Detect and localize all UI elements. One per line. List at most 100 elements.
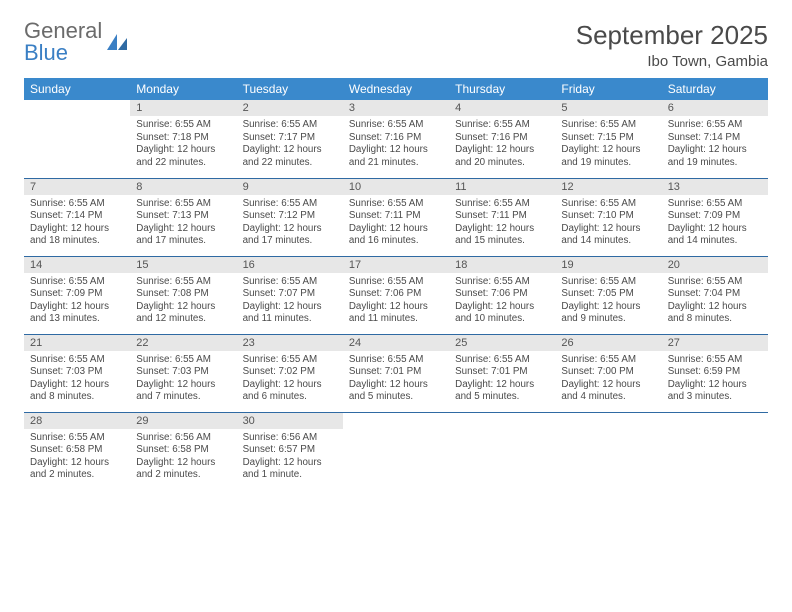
daylight-text: Daylight: 12 hours and 16 minutes. bbox=[349, 223, 443, 248]
day-body: Sunrise: 6:55 AMSunset: 7:15 PMDaylight:… bbox=[555, 116, 661, 174]
day-cell: 16Sunrise: 6:55 AMSunset: 7:07 PMDayligh… bbox=[237, 256, 343, 334]
logo: General Blue bbox=[24, 20, 128, 64]
day-number: 1 bbox=[130, 100, 236, 116]
day-body: Sunrise: 6:55 AMSunset: 7:01 PMDaylight:… bbox=[343, 351, 449, 409]
daylight-text: Daylight: 12 hours and 17 minutes. bbox=[243, 223, 337, 248]
day-cell bbox=[662, 412, 768, 490]
daylight-text: Daylight: 12 hours and 18 minutes. bbox=[30, 223, 124, 248]
daylight-text: Daylight: 12 hours and 5 minutes. bbox=[455, 379, 549, 404]
logo-line2: Blue bbox=[24, 40, 68, 65]
day-cell: 23Sunrise: 6:55 AMSunset: 7:02 PMDayligh… bbox=[237, 334, 343, 412]
daylight-text: Daylight: 12 hours and 3 minutes. bbox=[668, 379, 762, 404]
day-cell: 17Sunrise: 6:55 AMSunset: 7:06 PMDayligh… bbox=[343, 256, 449, 334]
sunrise-text: Sunrise: 6:55 AM bbox=[243, 276, 337, 289]
week-row: 14Sunrise: 6:55 AMSunset: 7:09 PMDayligh… bbox=[24, 256, 768, 334]
sunset-text: Sunset: 7:11 PM bbox=[349, 210, 443, 223]
day-cell: 3Sunrise: 6:55 AMSunset: 7:16 PMDaylight… bbox=[343, 100, 449, 178]
day-body bbox=[24, 104, 130, 152]
sunset-text: Sunset: 7:15 PM bbox=[561, 132, 655, 145]
daylight-text: Daylight: 12 hours and 2 minutes. bbox=[136, 457, 230, 482]
day-body: Sunrise: 6:56 AMSunset: 6:58 PMDaylight:… bbox=[130, 429, 236, 487]
daylight-text: Daylight: 12 hours and 8 minutes. bbox=[668, 301, 762, 326]
sunset-text: Sunset: 7:07 PM bbox=[243, 288, 337, 301]
sunset-text: Sunset: 7:04 PM bbox=[668, 288, 762, 301]
calendar-page: General Blue September 2025 Ibo Town, Ga… bbox=[0, 0, 792, 510]
daylight-text: Daylight: 12 hours and 22 minutes. bbox=[243, 144, 337, 169]
day-body: Sunrise: 6:55 AMSunset: 7:06 PMDaylight:… bbox=[449, 273, 555, 331]
sunset-text: Sunset: 7:06 PM bbox=[349, 288, 443, 301]
daylight-text: Daylight: 12 hours and 11 minutes. bbox=[349, 301, 443, 326]
sunrise-text: Sunrise: 6:56 AM bbox=[136, 432, 230, 445]
sunset-text: Sunset: 7:03 PM bbox=[136, 366, 230, 379]
day-cell: 21Sunrise: 6:55 AMSunset: 7:03 PMDayligh… bbox=[24, 334, 130, 412]
sunrise-text: Sunrise: 6:55 AM bbox=[455, 198, 549, 211]
daylight-text: Daylight: 12 hours and 6 minutes. bbox=[243, 379, 337, 404]
day-number: 30 bbox=[237, 413, 343, 429]
sunset-text: Sunset: 7:16 PM bbox=[455, 132, 549, 145]
sunrise-text: Sunrise: 6:55 AM bbox=[243, 119, 337, 132]
header-row: General Blue September 2025 Ibo Town, Ga… bbox=[24, 20, 768, 70]
sunrise-text: Sunrise: 6:55 AM bbox=[561, 276, 655, 289]
logo-text: General Blue bbox=[24, 20, 102, 64]
day-body: Sunrise: 6:55 AMSunset: 7:10 PMDaylight:… bbox=[555, 195, 661, 253]
day-number: 23 bbox=[237, 335, 343, 351]
sunrise-text: Sunrise: 6:55 AM bbox=[455, 119, 549, 132]
day-number: 14 bbox=[24, 257, 130, 273]
day-number: 5 bbox=[555, 100, 661, 116]
day-number: 22 bbox=[130, 335, 236, 351]
day-cell: 10Sunrise: 6:55 AMSunset: 7:11 PMDayligh… bbox=[343, 178, 449, 256]
daylight-text: Daylight: 12 hours and 4 minutes. bbox=[561, 379, 655, 404]
day-number: 11 bbox=[449, 179, 555, 195]
day-body: Sunrise: 6:55 AMSunset: 7:18 PMDaylight:… bbox=[130, 116, 236, 174]
day-body: Sunrise: 6:55 AMSunset: 7:09 PMDaylight:… bbox=[662, 195, 768, 253]
sunrise-text: Sunrise: 6:55 AM bbox=[30, 198, 124, 211]
sunset-text: Sunset: 7:10 PM bbox=[561, 210, 655, 223]
sunrise-text: Sunrise: 6:55 AM bbox=[455, 276, 549, 289]
sunrise-text: Sunrise: 6:55 AM bbox=[243, 354, 337, 367]
day-cell: 29Sunrise: 6:56 AMSunset: 6:58 PMDayligh… bbox=[130, 412, 236, 490]
daylight-text: Daylight: 12 hours and 9 minutes. bbox=[561, 301, 655, 326]
daylight-text: Daylight: 12 hours and 13 minutes. bbox=[30, 301, 124, 326]
title-block: September 2025 Ibo Town, Gambia bbox=[576, 20, 768, 70]
day-cell: 8Sunrise: 6:55 AMSunset: 7:13 PMDaylight… bbox=[130, 178, 236, 256]
month-title: September 2025 bbox=[576, 20, 768, 51]
day-body: Sunrise: 6:55 AMSunset: 7:16 PMDaylight:… bbox=[343, 116, 449, 174]
day-number: 20 bbox=[662, 257, 768, 273]
day-body bbox=[662, 417, 768, 465]
day-cell: 30Sunrise: 6:56 AMSunset: 6:57 PMDayligh… bbox=[237, 412, 343, 490]
day-cell: 19Sunrise: 6:55 AMSunset: 7:05 PMDayligh… bbox=[555, 256, 661, 334]
sunset-text: Sunset: 7:03 PM bbox=[30, 366, 124, 379]
day-body: Sunrise: 6:55 AMSunset: 7:14 PMDaylight:… bbox=[662, 116, 768, 174]
day-cell bbox=[555, 412, 661, 490]
sunrise-text: Sunrise: 6:55 AM bbox=[136, 276, 230, 289]
sunset-text: Sunset: 7:00 PM bbox=[561, 366, 655, 379]
daylight-text: Daylight: 12 hours and 2 minutes. bbox=[30, 457, 124, 482]
logo-line1: General bbox=[24, 20, 102, 42]
week-row: 28Sunrise: 6:55 AMSunset: 6:58 PMDayligh… bbox=[24, 412, 768, 490]
weekday-header: Tuesday bbox=[237, 78, 343, 100]
week-row: 1Sunrise: 6:55 AMSunset: 7:18 PMDaylight… bbox=[24, 100, 768, 178]
day-cell: 9Sunrise: 6:55 AMSunset: 7:12 PMDaylight… bbox=[237, 178, 343, 256]
weekday-header: Friday bbox=[555, 78, 661, 100]
weekday-header-row: Sunday Monday Tuesday Wednesday Thursday… bbox=[24, 78, 768, 100]
day-body bbox=[343, 417, 449, 465]
sunset-text: Sunset: 7:12 PM bbox=[243, 210, 337, 223]
day-number: 9 bbox=[237, 179, 343, 195]
sunrise-text: Sunrise: 6:55 AM bbox=[30, 276, 124, 289]
day-cell: 24Sunrise: 6:55 AMSunset: 7:01 PMDayligh… bbox=[343, 334, 449, 412]
sunrise-text: Sunrise: 6:55 AM bbox=[349, 198, 443, 211]
day-cell: 20Sunrise: 6:55 AMSunset: 7:04 PMDayligh… bbox=[662, 256, 768, 334]
sunset-text: Sunset: 6:59 PM bbox=[668, 366, 762, 379]
day-number: 17 bbox=[343, 257, 449, 273]
weekday-header: Monday bbox=[130, 78, 236, 100]
day-body: Sunrise: 6:55 AMSunset: 7:08 PMDaylight:… bbox=[130, 273, 236, 331]
day-cell: 7Sunrise: 6:55 AMSunset: 7:14 PMDaylight… bbox=[24, 178, 130, 256]
weekday-header: Wednesday bbox=[343, 78, 449, 100]
daylight-text: Daylight: 12 hours and 15 minutes. bbox=[455, 223, 549, 248]
sunset-text: Sunset: 7:14 PM bbox=[30, 210, 124, 223]
day-cell: 26Sunrise: 6:55 AMSunset: 7:00 PMDayligh… bbox=[555, 334, 661, 412]
weekday-header: Saturday bbox=[662, 78, 768, 100]
day-number: 4 bbox=[449, 100, 555, 116]
day-cell bbox=[449, 412, 555, 490]
sunrise-text: Sunrise: 6:55 AM bbox=[561, 119, 655, 132]
